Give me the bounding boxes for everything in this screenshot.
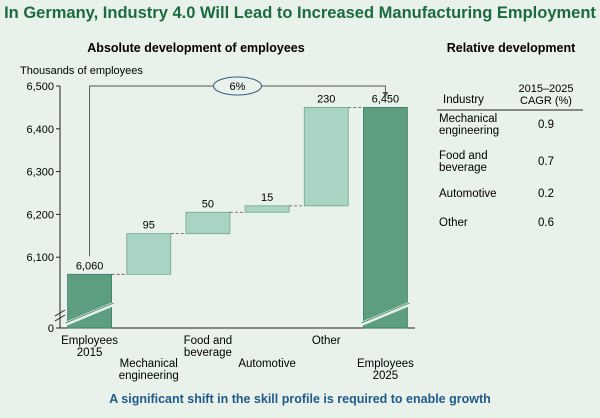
table-title: Relative development	[447, 41, 576, 55]
bar-break-mark	[64, 302, 115, 326]
table-header-cagr: 2015–2025 CAGR (%)	[518, 83, 573, 107]
table-row-industry: Mechanical engineering	[439, 113, 499, 137]
delta-bar	[303, 107, 349, 207]
table-row-industry: Other	[439, 217, 468, 229]
y-axis-break	[54, 309, 66, 317]
table-row-industry: Automotive	[439, 188, 497, 200]
table-row-cagr: 0.6	[538, 217, 554, 229]
table-row-cagr: 0.2	[538, 188, 554, 200]
growth-arrowhead	[382, 92, 389, 97]
table-row-industry: Food and beverage	[439, 150, 488, 174]
total-bar	[363, 107, 408, 329]
category-label: Automotive	[238, 358, 296, 370]
y-tick-label: 6,300	[26, 167, 54, 179]
category-label: Mechanical engineering	[119, 358, 179, 382]
delta-bar	[244, 205, 290, 213]
growth-oval	[213, 76, 262, 96]
y-tick-label: 6,500	[26, 81, 54, 93]
footer-note: A significant shift in the skill profile…	[109, 392, 491, 406]
table-row-cagr: 0.9	[538, 119, 554, 131]
y-tick-label: 0	[48, 323, 54, 335]
bar-break-mark	[361, 302, 410, 324]
y-tick-label: 6,400	[26, 124, 54, 136]
y-axis-title: Thousands of employees	[20, 65, 143, 77]
bar-break-mark	[65, 302, 114, 324]
chart-title: In Germany, Industry 4.0 Will Lead to In…	[4, 4, 596, 22]
category-label: Food and beverage	[184, 335, 233, 359]
category-label: Other	[312, 335, 341, 347]
table-header-industry: Industry	[443, 94, 484, 106]
bar-value-label: 95	[143, 220, 155, 232]
y-axis-break	[54, 314, 66, 322]
y-tick-label: 6,100	[26, 252, 54, 264]
category-label: Employees 2015	[61, 335, 118, 359]
bar-value-label: 6,450	[372, 93, 400, 105]
bar-value-label: 15	[261, 192, 273, 204]
category-label: Employees 2025	[357, 358, 414, 382]
bar-break-mark	[360, 302, 411, 326]
growth-label: 6%	[230, 81, 246, 93]
chart-subtitle: Absolute development of employees	[87, 41, 304, 55]
delta-bar	[185, 211, 231, 235]
cagr-table: Industry 2015–2025 CAGR (%) Mechanical engin…	[437, 83, 583, 229]
delta-bar	[126, 233, 172, 275]
table-row-cagr: 0.7	[538, 156, 554, 168]
bar-value-label: 6,060	[76, 260, 104, 272]
y-tick-label: 6,200	[26, 209, 54, 221]
bar-value-label: 230	[317, 93, 335, 105]
bar-value-label: 50	[202, 198, 214, 210]
